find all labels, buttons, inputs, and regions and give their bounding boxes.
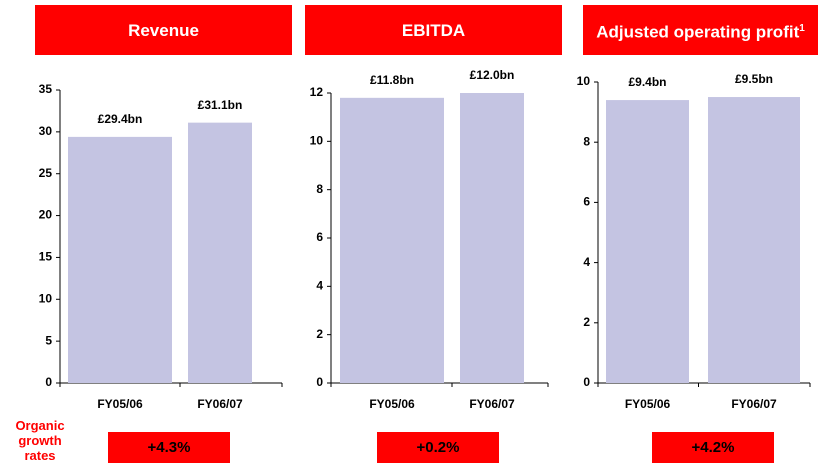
- y-tick-label: 25: [39, 166, 53, 180]
- data-label: £9.5bn: [735, 72, 773, 86]
- y-tick-label: 20: [39, 208, 53, 222]
- y-tick-label: 10: [577, 74, 591, 88]
- growth-title: Organic growth rates: [15, 418, 65, 463]
- x-tick-label: FY06/07: [469, 397, 515, 411]
- y-tick-label: 0: [45, 375, 52, 389]
- x-tick-label: FY05/06: [97, 397, 143, 411]
- x-tick-label: FY06/07: [731, 397, 777, 411]
- bar: [68, 136, 172, 383]
- bar: [188, 122, 252, 384]
- y-tick-label: 2: [316, 327, 323, 341]
- footnote-mark: 1: [799, 22, 805, 34]
- title-text: EBITDA: [401, 20, 466, 40]
- y-tick-label: 4: [583, 255, 590, 269]
- x-tick-label: FY06/07: [197, 397, 243, 411]
- y-tick-label: 8: [583, 134, 590, 148]
- chart-title: Revenue: [35, 5, 292, 55]
- data-label: £12.0bn: [470, 68, 515, 82]
- growth-rate: +0.2%: [377, 432, 499, 463]
- y-tick-label: 0: [583, 375, 590, 389]
- x-tick-label: FY05/06: [625, 397, 671, 411]
- y-tick-label: 6: [583, 195, 590, 209]
- y-tick-label: 8: [316, 182, 323, 196]
- bar: [606, 100, 689, 383]
- bar: [460, 93, 524, 383]
- y-tick-label: 5: [45, 333, 52, 347]
- data-label: £29.4bn: [98, 112, 143, 126]
- y-tick-label: 30: [39, 124, 53, 138]
- growth-rate: +4.2%: [652, 432, 774, 463]
- bar: [340, 97, 444, 383]
- y-tick-label: 10: [310, 134, 324, 148]
- title-text: Adjusted operating profit: [596, 22, 800, 42]
- title-text: Revenue: [128, 20, 199, 40]
- data-label: £11.8bn: [370, 73, 414, 87]
- y-tick-label: 2: [583, 315, 590, 329]
- y-tick-label: 35: [39, 82, 53, 96]
- data-label: £9.4bn: [628, 75, 666, 89]
- y-tick-label: 0: [316, 375, 323, 389]
- x-tick-label: FY05/06: [369, 397, 415, 411]
- chart-title: EBITDA: [305, 5, 562, 55]
- y-tick-label: 10: [39, 291, 53, 305]
- y-tick-label: 6: [316, 230, 323, 244]
- y-tick-label: 4: [316, 279, 323, 293]
- growth-rate: +4.3%: [108, 432, 230, 463]
- chart-title: Adjusted operating profit1: [583, 5, 818, 55]
- y-tick-label: 15: [39, 250, 53, 264]
- y-tick-label: 12: [310, 85, 324, 99]
- bar: [708, 97, 800, 384]
- data-label: £31.1bn: [198, 98, 243, 112]
